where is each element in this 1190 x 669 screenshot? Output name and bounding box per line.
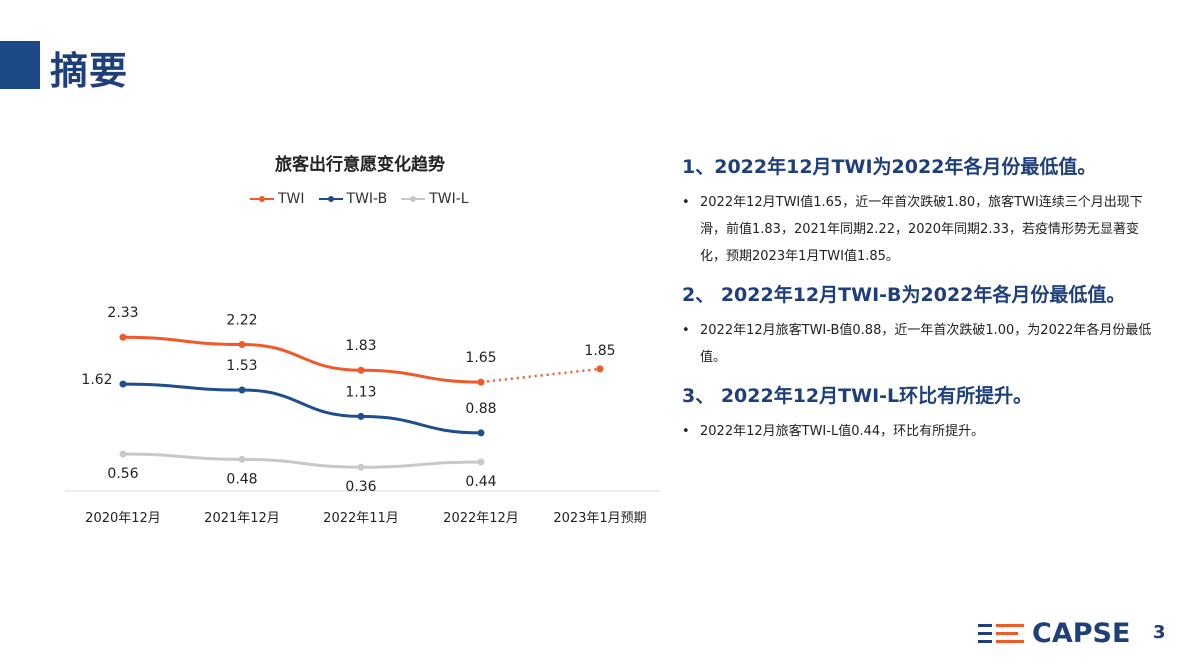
- data-label: 1.85: [584, 343, 615, 359]
- point-1: 1、2022年12月TWI为2022年各月份最低值。 2022年12月TWI值1.…: [682, 152, 1162, 270]
- series-line-twi-b: [122, 382, 482, 435]
- line-chart: 2020年12月 2021年12月 2022年11月 2022年12月 2023年1月预…: [65, 305, 660, 526]
- data-label: 1.65: [465, 350, 496, 366]
- x-tick-label: 2020年12月: [85, 511, 161, 526]
- data-label: 0.48: [226, 471, 257, 487]
- data-label: 1.83: [345, 338, 376, 354]
- point-bullet: 2022年12月TWI值1.65，近一年首次跌破1.80，旅客TWI连续三个月出…: [682, 189, 1162, 270]
- page-number: 3: [1153, 622, 1166, 643]
- capse-logo: CAPSE: [978, 618, 1130, 649]
- page-title: 摘要: [50, 49, 129, 93]
- legend-item-twi: TWI: [250, 191, 305, 207]
- data-point: [357, 463, 365, 471]
- data-point: [477, 458, 485, 466]
- series-line-twi-l: [122, 452, 482, 469]
- data-label: 2.33: [107, 305, 138, 321]
- x-tick-label: 2022年11月: [323, 511, 399, 526]
- point-bullet: 2022年12月旅客TWI-L值0.44，环比有所提升。: [682, 418, 1162, 445]
- data-label: 0.36: [345, 479, 376, 495]
- point-heading: 2、 2022年12月TWI-B为2022年各月份最低值。: [682, 284, 1126, 306]
- point-heading: 3、 2022年12月TWI-L环比有所提升。: [682, 385, 1033, 407]
- series-line-twi: [122, 335, 482, 384]
- point-bullet: 2022年12月旅客TWI-B值0.88，近一年首次跌破1.00，为2022年各…: [682, 317, 1162, 371]
- logo-stripes-icon: [978, 623, 1024, 643]
- data-point: [477, 429, 485, 437]
- x-tick-label: 2022年12月: [443, 511, 519, 526]
- data-label: 1.13: [345, 384, 376, 400]
- data-label: 1.62: [81, 372, 112, 388]
- data-label: 2.22: [226, 312, 257, 328]
- data-point: [357, 412, 365, 420]
- data-label: 0.44: [465, 474, 496, 490]
- data-label: 0.56: [107, 466, 138, 482]
- chart-legend: TWI TWI-B TWI-L: [250, 191, 469, 207]
- title-accent-bar: [0, 41, 40, 89]
- x-tick-label: 2021年12月: [204, 511, 280, 526]
- chart-title: 旅客出行意愿变化趋势: [275, 155, 445, 175]
- data-point: [238, 386, 246, 394]
- x-tick-label: 2023年1月预期: [553, 511, 646, 526]
- point-2: 2、 2022年12月TWI-B为2022年各月份最低值。 2022年12月旅客T…: [682, 280, 1162, 371]
- data-point: [357, 366, 365, 374]
- data-label: 1.53: [226, 358, 257, 374]
- point-3: 3、 2022年12月TWI-L环比有所提升。 2022年12月旅客TWI-L值0…: [682, 381, 1162, 445]
- legend-item-twi-l: TWI-L: [401, 191, 469, 207]
- point-heading: 1、2022年12月TWI为2022年各月份最低值。: [682, 156, 1097, 178]
- summary-points: 1、2022年12月TWI为2022年各月份最低值。 2022年12月TWI值1.…: [682, 152, 1162, 455]
- series-forecast-line-twi: [480, 367, 601, 384]
- data-point: [238, 455, 246, 463]
- legend-item-twi-b: TWI-B: [318, 191, 387, 207]
- data-point: [596, 365, 604, 373]
- data-point: [119, 333, 127, 341]
- data-point: [238, 340, 246, 348]
- data-label: 0.88: [465, 401, 496, 417]
- data-point: [119, 450, 127, 458]
- data-point: [119, 380, 127, 388]
- data-point: [477, 378, 485, 386]
